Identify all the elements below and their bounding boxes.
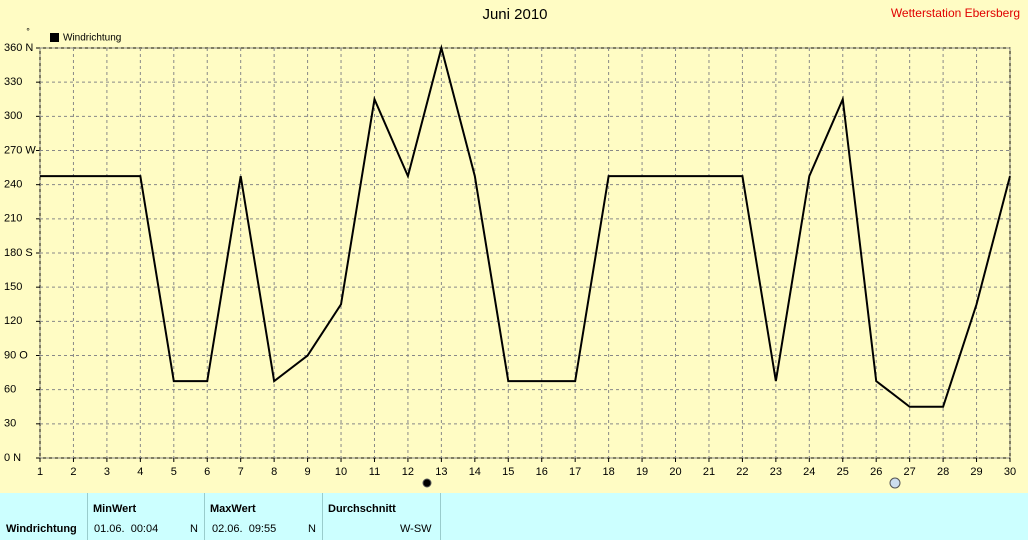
x-tick-label: 25 bbox=[837, 466, 849, 478]
cell: 02.06. 09:55 bbox=[212, 523, 277, 535]
moon-icon bbox=[422, 478, 432, 488]
x-tick-label: 30 bbox=[1004, 466, 1016, 478]
x-tick-label: 3 bbox=[104, 466, 110, 478]
x-tick-label: 28 bbox=[937, 466, 949, 478]
cell: N bbox=[308, 523, 316, 535]
table-column bbox=[323, 493, 441, 540]
x-tick-label: 4 bbox=[137, 466, 143, 478]
x-tick-label: 1 bbox=[37, 466, 43, 478]
x-tick-label: 16 bbox=[536, 466, 548, 478]
x-tick-label: 6 bbox=[204, 466, 210, 478]
legend-label: Windrichtung bbox=[63, 33, 121, 44]
x-tick-label: 17 bbox=[569, 466, 581, 478]
row-label: Windrichtung bbox=[6, 523, 77, 535]
x-tick-label: 11 bbox=[369, 466, 380, 478]
y-tick-label: 120 bbox=[4, 315, 22, 327]
column-header: MinWert bbox=[93, 503, 137, 515]
x-tick-label: 21 bbox=[703, 466, 715, 478]
x-tick-label: 2 bbox=[70, 466, 76, 478]
x-tick-label: 5 bbox=[171, 466, 177, 478]
x-tick-label: 7 bbox=[238, 466, 244, 478]
y-tick-label: 30 bbox=[4, 418, 16, 430]
y-axis-label: ° bbox=[26, 26, 30, 36]
y-tick-label: 180 S bbox=[4, 247, 33, 259]
chart-title: Juni 2010 bbox=[482, 6, 547, 23]
table-column bbox=[0, 493, 88, 540]
x-tick-label: 10 bbox=[335, 466, 347, 478]
y-tick-label: 240 bbox=[4, 179, 22, 191]
x-tick-label: 13 bbox=[435, 466, 447, 478]
y-tick-label: 330 bbox=[4, 76, 22, 88]
cell: W-SW bbox=[400, 523, 432, 535]
x-tick-label: 12 bbox=[402, 466, 414, 478]
y-tick-label: 360 N bbox=[4, 42, 33, 54]
x-tick-label: 29 bbox=[970, 466, 982, 478]
y-tick-label: 60 bbox=[4, 384, 16, 396]
stats-table: MinWert MaxWert Durchschnitt Windrichtung 01… bbox=[0, 493, 1028, 540]
x-tick-label: 19 bbox=[636, 466, 648, 478]
y-tick-label: 300 bbox=[4, 110, 22, 122]
column-header: MaxWert bbox=[210, 503, 256, 515]
legend-swatch bbox=[50, 33, 59, 42]
cell: 01.06. 00:04 bbox=[94, 523, 159, 535]
x-tick-label: 20 bbox=[669, 466, 681, 478]
x-tick-label: 24 bbox=[803, 466, 815, 478]
moon-icon bbox=[889, 477, 901, 489]
x-tick-label: 9 bbox=[305, 466, 311, 478]
x-tick-label: 15 bbox=[502, 466, 514, 478]
chart-subtitle: Wetterstation Ebersberg bbox=[891, 6, 1020, 20]
table-column bbox=[205, 493, 323, 540]
chart: Juni 2010 Wetterstation Ebersberg ° 0 N 3… bbox=[4, 6, 1020, 489]
x-tick-label: 18 bbox=[602, 466, 614, 478]
y-tick-label: 90 O bbox=[4, 349, 28, 361]
x-tick-label: 8 bbox=[271, 466, 277, 478]
cell: N bbox=[190, 523, 198, 535]
y-tick-label: 210 bbox=[4, 213, 22, 225]
y-tick-label: 0 N bbox=[4, 452, 21, 464]
y-tick-label: 270 W bbox=[4, 144, 36, 156]
x-tick-label: 14 bbox=[469, 466, 481, 478]
column-header: Durchschnitt bbox=[328, 503, 396, 515]
x-tick-label: 23 bbox=[770, 466, 782, 478]
x-tick-label: 22 bbox=[736, 466, 748, 478]
x-tick-label: 27 bbox=[904, 466, 916, 478]
data-line bbox=[40, 44, 1011, 408]
table-column bbox=[88, 493, 205, 540]
y-tick-label: 150 bbox=[4, 281, 22, 293]
x-tick-label: 26 bbox=[870, 466, 882, 478]
